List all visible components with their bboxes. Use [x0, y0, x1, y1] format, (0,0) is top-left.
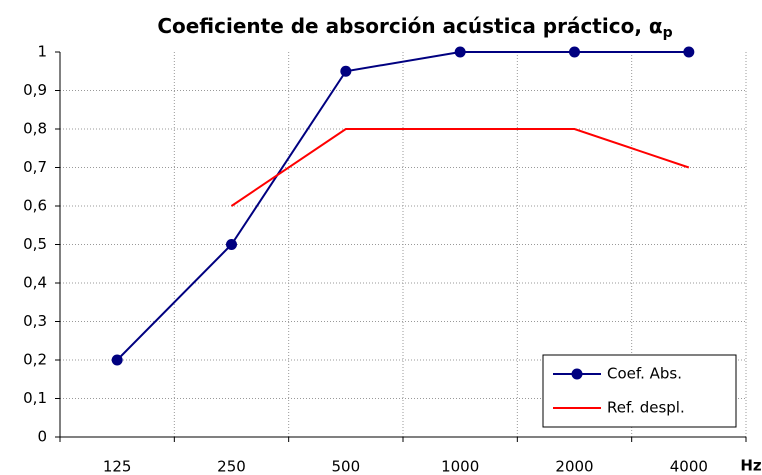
chart-title: Coeficiente de absorción acústica prácti… — [157, 14, 672, 42]
data-point — [454, 46, 466, 58]
series-line — [116, 51, 689, 361]
legend-marker — [571, 368, 583, 380]
legend-label: Ref. despl. — [607, 399, 685, 417]
x-tick-label: 1000 — [441, 458, 479, 475]
y-tick-label: 0,2 — [23, 351, 47, 369]
x-tick-label: 125 — [103, 458, 132, 475]
data-point — [111, 354, 123, 366]
y-tick-label: 0,7 — [23, 158, 47, 176]
y-tick-label: 0,8 — [23, 120, 47, 138]
y-tick-label: 0,9 — [23, 81, 47, 99]
y-tick-label: 1 — [37, 43, 47, 61]
y-tick-label: 0,4 — [23, 274, 47, 292]
legend-label: Coef. Abs. — [607, 365, 682, 383]
y-tick-label: 0 — [37, 428, 47, 446]
x-tick-label: 4000 — [670, 458, 708, 475]
data-point — [226, 239, 237, 250]
data-point — [683, 46, 695, 58]
y-tick-label: 0,1 — [23, 389, 47, 407]
x-tick-label: 250 — [217, 458, 246, 475]
x-axis-label: Hz — [740, 457, 762, 475]
x-tick-label: 500 — [332, 458, 361, 475]
data-point — [340, 65, 352, 77]
data-point — [569, 46, 580, 58]
y-tick-label: 0,3 — [23, 312, 47, 330]
title-subscript: p — [663, 25, 673, 41]
series-line — [230, 128, 690, 207]
y-tick-label: 0,5 — [23, 235, 47, 253]
legend-box — [542, 354, 737, 428]
y-tick-label: 0,6 — [23, 197, 47, 215]
x-tick-label: 2000 — [555, 458, 593, 475]
title-text: Coeficiente de absorción acústica prácti… — [157, 14, 662, 38]
